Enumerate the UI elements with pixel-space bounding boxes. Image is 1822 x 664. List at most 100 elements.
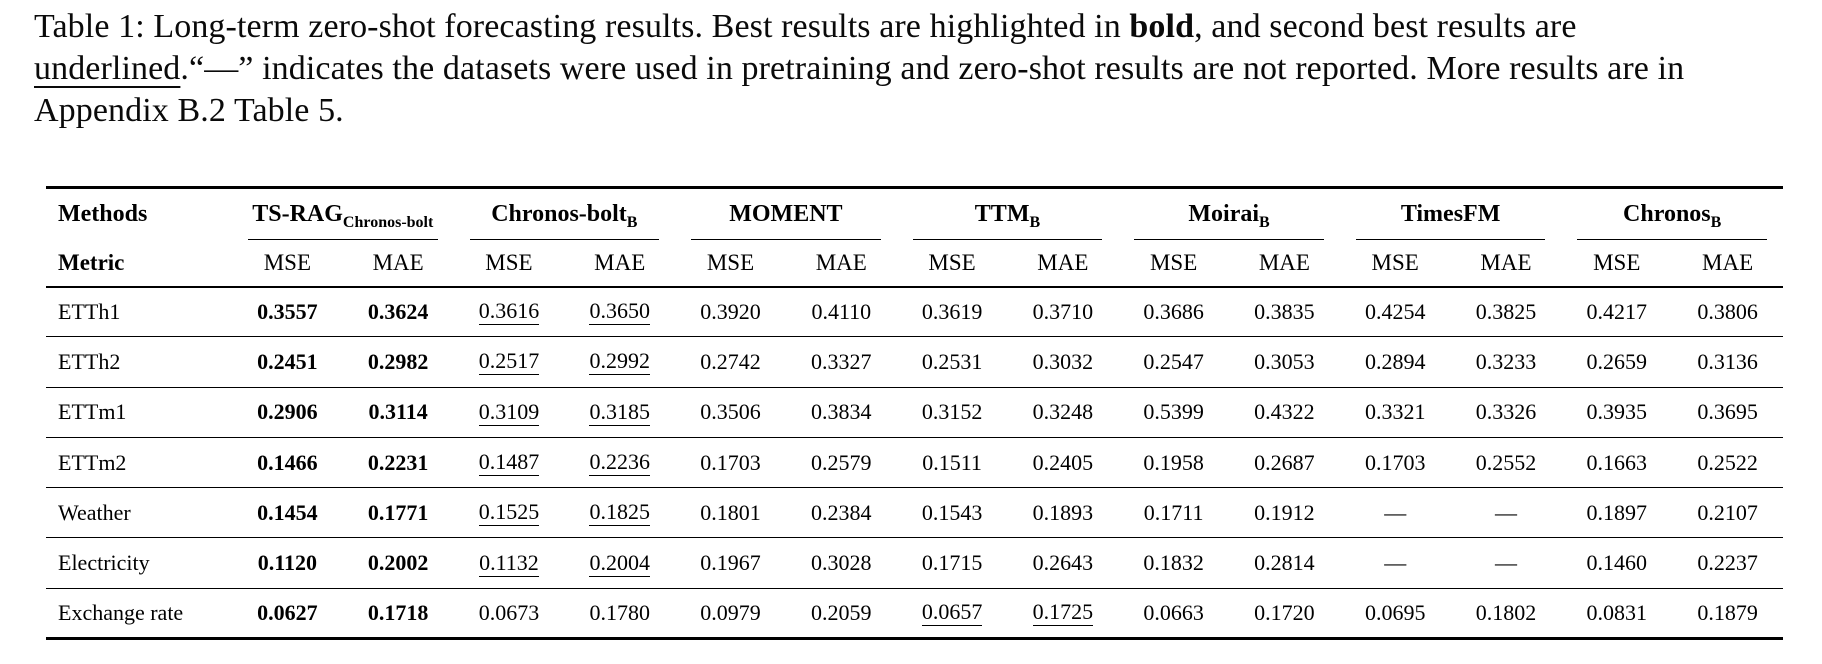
metric-value: 0.3506 xyxy=(700,399,761,425)
table-row: ETTh1 0.3557 0.3624 0.3616 0.3650 0.3920 0.411… xyxy=(46,287,1783,337)
metric-value: 0.3624 xyxy=(367,298,429,324)
metric-column-header: MSE xyxy=(263,249,312,275)
metric-value: 0.1132 xyxy=(479,550,539,577)
metric-corner-label: Metric xyxy=(58,249,125,275)
metric-value-cell: 0.0657 xyxy=(896,587,1008,639)
metric-value-cell: 0.3806 xyxy=(1672,287,1783,337)
metric-value: 0.4217 xyxy=(1586,298,1648,324)
metric-value-cell: 0.3321 xyxy=(1339,386,1451,438)
metric-value-cell: 0.2236 xyxy=(564,436,676,488)
metric-value-cell: 0.3136 xyxy=(1672,336,1783,388)
metric-column-header: MAE xyxy=(1258,249,1310,275)
metric-value: 0.1543 xyxy=(921,499,983,525)
metric-value: 0.0627 xyxy=(257,599,318,625)
metric-value: 0.2522 xyxy=(1697,449,1758,475)
metric-value: 0.1454 xyxy=(257,499,318,525)
method-subscript: B xyxy=(1259,213,1270,231)
metric-value: 0.1663 xyxy=(1586,449,1648,475)
metric-value: 0.2531 xyxy=(921,348,983,374)
metric-value: 0.1703 xyxy=(1364,449,1426,475)
metric-value: 0.2107 xyxy=(1697,499,1758,525)
metric-value-cell: 0.3032 xyxy=(1007,336,1119,388)
metric-value: 0.0673 xyxy=(478,599,540,625)
metric-value: 0.1832 xyxy=(1143,550,1204,576)
dataset-label: Weather xyxy=(46,487,232,538)
metric-value-cell: 0.1487 xyxy=(453,436,565,488)
metric-value-cell: 0.1780 xyxy=(564,587,676,639)
metric-value: 0.1893 xyxy=(1032,499,1094,525)
metric-value-cell: 0.2451 xyxy=(232,336,343,388)
metric-value-cell: 0.2547 xyxy=(1118,336,1230,388)
metric-value: — xyxy=(1384,499,1407,525)
metric-value-cell: 0.3616 xyxy=(454,287,565,337)
metric-column-header: MAE xyxy=(815,249,867,275)
metric-value: 0.1912 xyxy=(1254,499,1315,525)
metric-value: 0.2894 xyxy=(1364,348,1426,374)
metric-value: 0.3825 xyxy=(1475,298,1537,324)
metric-value: 0.1511 xyxy=(922,449,982,475)
metric-value: 0.2992 xyxy=(589,349,650,376)
metric-value: 0.1711 xyxy=(1143,499,1204,525)
metric-value-cell: — xyxy=(1339,487,1451,538)
metric-value-cell: 0.1879 xyxy=(1672,587,1783,639)
metric-value: 0.1825 xyxy=(589,500,650,527)
metric-value-cell: 0.1703 xyxy=(1339,436,1451,488)
metric-column-header: MSE xyxy=(1593,249,1641,275)
metric-value-cell: 0.3114 xyxy=(342,386,454,438)
metric-value-cell: 0.1525 xyxy=(453,487,565,538)
metric-value-cell: 0.2237 xyxy=(1672,537,1783,589)
metric-value: 0.0695 xyxy=(1364,599,1426,625)
metric-value-cell: 0.3185 xyxy=(564,386,676,438)
metric-value: 0.1780 xyxy=(589,599,650,625)
method-name: TTM xyxy=(974,200,1030,227)
method-name: Chronos xyxy=(1623,200,1711,227)
table-row: Weather 0.1454 0.1771 0.1525 0.1825 0.1801 0.2… xyxy=(46,487,1783,538)
metric-value: 0.1718 xyxy=(367,599,429,625)
metric-value: 0.2906 xyxy=(257,399,318,425)
dataset-label: Electricity xyxy=(46,537,232,589)
metric-value: 0.3686 xyxy=(1143,298,1204,324)
metric-value: 0.1487 xyxy=(478,450,540,477)
dataset-label: ETTm2 xyxy=(46,436,232,488)
caption-underlined-word: underlined xyxy=(34,50,181,87)
metric-value-cell: 0.2659 xyxy=(1561,336,1673,388)
metric-value: 0.3032 xyxy=(1032,348,1094,374)
metric-value: 0.2687 xyxy=(1254,449,1315,475)
metric-value: 0.3835 xyxy=(1254,298,1315,324)
method-header: TimesFM xyxy=(1340,188,1562,240)
metric-value-cell: 0.1897 xyxy=(1561,487,1673,538)
metric-value-cell: — xyxy=(1450,537,1562,589)
metric-value-cell: 0.2894 xyxy=(1339,336,1451,388)
metric-value-cell: 0.2002 xyxy=(342,537,454,589)
caption-text: , and second best results are xyxy=(1194,8,1577,45)
metric-value-cell: 0.1825 xyxy=(564,487,676,538)
method-name: MOMENT xyxy=(729,200,843,227)
metric-value: 0.1802 xyxy=(1475,599,1537,625)
metric-value-cell: 0.1771 xyxy=(342,487,454,538)
metric-value-cell: 0.4254 xyxy=(1340,287,1451,337)
metric-value-cell: 0.3326 xyxy=(1450,386,1562,438)
metric-column-header: MSE xyxy=(706,249,755,275)
metric-value: 0.3326 xyxy=(1475,399,1537,425)
metric-value: 0.2231 xyxy=(367,449,429,475)
metric-value: 0.5399 xyxy=(1143,399,1204,425)
metric-value-cell: 0.2531 xyxy=(896,336,1008,388)
metric-value-cell: 0.1893 xyxy=(1007,487,1119,538)
metric-value: 0.2579 xyxy=(811,449,872,475)
metric-value: 0.2982 xyxy=(367,348,429,374)
method-header: MOMENT xyxy=(675,188,897,240)
metric-value: 0.1466 xyxy=(257,449,318,475)
table-row: ETTh2 0.2451 0.2982 0.2517 0.2992 0.2742 0.332… xyxy=(46,336,1783,388)
metric-value: 0.2517 xyxy=(478,349,540,376)
metric-value: 0.2552 xyxy=(1475,449,1537,475)
metric-value: 0.1801 xyxy=(700,499,761,525)
metric-value-cell: 0.1720 xyxy=(1229,587,1340,639)
metric-value-cell: 0.3624 xyxy=(343,287,454,337)
metric-value-cell: 0.0831 xyxy=(1561,587,1673,639)
metric-value: 0.1725 xyxy=(1032,600,1094,627)
metric-value: 0.3920 xyxy=(700,298,761,324)
metric-value-cell: 0.1725 xyxy=(1007,587,1119,639)
metric-value-cell: 0.3152 xyxy=(896,386,1008,438)
table-row: ETTm1 0.2906 0.3114 0.3109 0.3185 0.3506 0.383… xyxy=(46,386,1783,438)
